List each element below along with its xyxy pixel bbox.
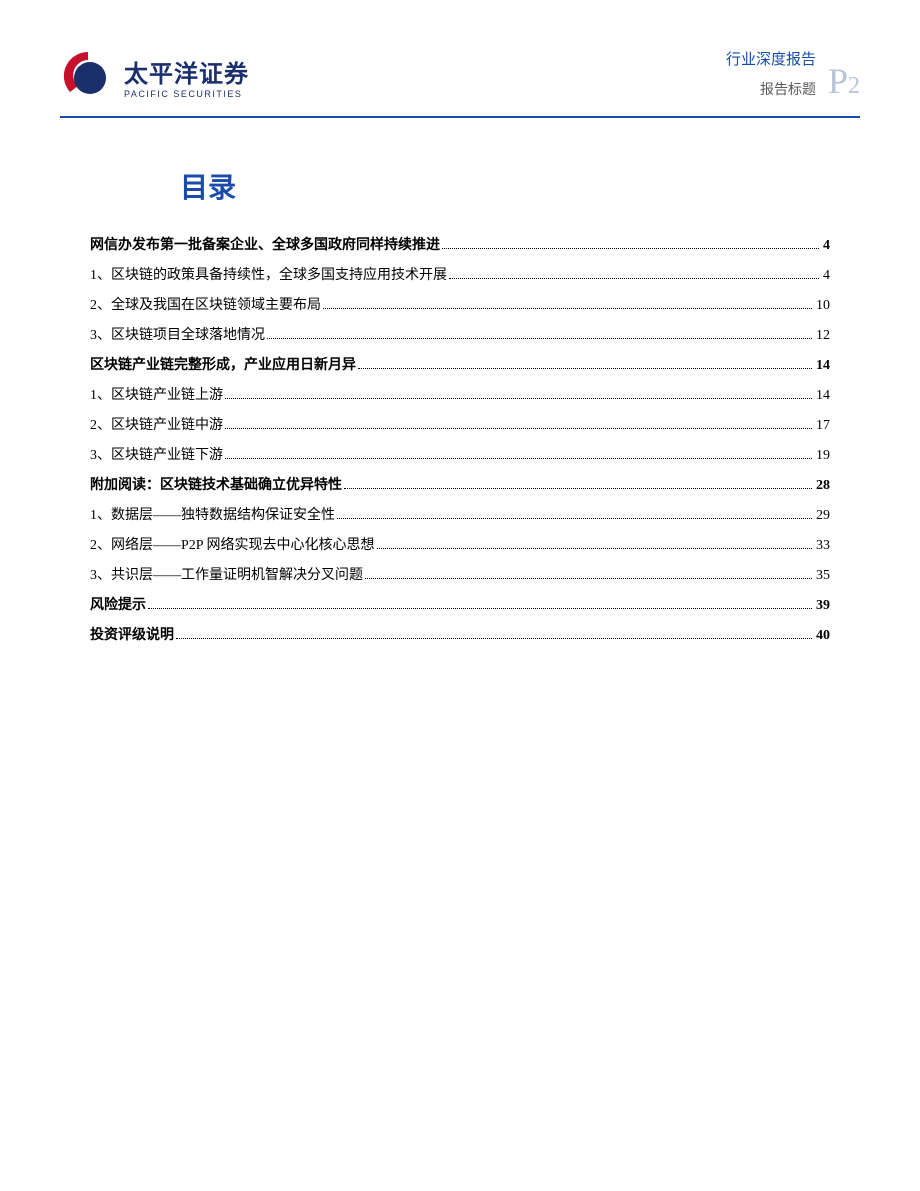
- toc-entry-label: 附加阅读：区块链技术基础确立优异特性: [90, 474, 342, 494]
- toc-entry: 1、区块链的政策具备持续性，全球多国支持应用技术开展 4: [90, 264, 830, 284]
- toc-entry: 网信办发布第一批备案企业、全球多国政府同样持续推进 4: [90, 234, 830, 254]
- toc-entry-page: 14: [816, 388, 830, 404]
- toc-entry: 1、数据层——独特数据结构保证安全性 29: [90, 504, 830, 524]
- report-type: 行业深度报告: [726, 48, 816, 69]
- page-indicator: P2: [828, 63, 860, 99]
- logo-en-text: PACIFIC SECURITIES: [124, 89, 249, 99]
- page-number: 2: [848, 73, 860, 99]
- toc-entry-page: 12: [816, 328, 830, 344]
- toc-entry-leader: [148, 608, 812, 609]
- toc-entry-label: 3、区块链项目全球落地情况: [90, 324, 265, 344]
- page-letter: P: [828, 61, 848, 101]
- toc-entry-page: 39: [816, 598, 830, 614]
- toc-entry: 2、区块链产业链中游 17: [90, 414, 830, 434]
- toc-entry-label: 2、网络层——P2P 网络实现去中心化核心思想: [90, 534, 375, 554]
- toc-entry-page: 40: [816, 628, 830, 644]
- logo-text: 太平洋证券 PACIFIC SECURITIES: [124, 54, 249, 99]
- toc-entry: 3、区块链项目全球落地情况 12: [90, 324, 830, 344]
- toc-entry-page: 29: [816, 508, 830, 524]
- toc-entry-page: 17: [816, 418, 830, 434]
- toc-entry: 风险提示 39: [90, 594, 830, 614]
- toc-entry-leader: [225, 458, 812, 459]
- toc-entry: 2、全球及我国在区块链领域主要布局 10: [90, 294, 830, 314]
- toc-entry: 3、共识层——工作量证明机智解决分叉问题 35: [90, 564, 830, 584]
- toc-entry-leader: [377, 548, 812, 549]
- toc-entry: 1、区块链产业链上游 14: [90, 384, 830, 404]
- toc-entry-label: 1、数据层——独特数据结构保证安全性: [90, 504, 335, 524]
- report-title-label: 报告标题: [760, 79, 816, 99]
- toc-entry-label: 风险提示: [90, 594, 146, 614]
- toc-entry-label: 1、区块链产业链上游: [90, 384, 223, 404]
- toc-entry-leader: [365, 578, 812, 579]
- toc-entry-page: 33: [816, 538, 830, 554]
- toc-entry-page: 4: [823, 238, 830, 254]
- toc-entry: 附加阅读：区块链技术基础确立优异特性 28: [90, 474, 830, 494]
- toc-entry-leader: [225, 428, 812, 429]
- toc-entry-leader: [358, 368, 812, 369]
- toc-entry-leader: [449, 278, 819, 279]
- toc-entry-label: 1、区块链的政策具备持续性，全球多国支持应用技术开展: [90, 264, 447, 284]
- toc-title: 目录: [180, 166, 830, 206]
- page-header: 太平洋证券 PACIFIC SECURITIES 行业深度报告 报告标题 P2: [0, 0, 920, 116]
- header-right-text: 行业深度报告 报告标题: [726, 48, 816, 99]
- toc-entry-label: 网信办发布第一批备案企业、全球多国政府同样持续推进: [90, 234, 440, 254]
- toc-entry-leader: [323, 308, 812, 309]
- toc-entry: 3、区块链产业链下游 19: [90, 444, 830, 464]
- toc-entry: 2、网络层——P2P 网络实现去中心化核心思想 33: [90, 534, 830, 554]
- toc-entry-label: 3、共识层——工作量证明机智解决分叉问题: [90, 564, 363, 584]
- toc-entry-leader: [337, 518, 812, 519]
- toc-entry-label: 3、区块链产业链下游: [90, 444, 223, 464]
- toc-entry-leader: [344, 488, 812, 489]
- toc-entry-label: 区块链产业链完整形成，产业应用日新月异: [90, 354, 356, 374]
- toc-entry-page: 14: [816, 358, 830, 374]
- toc-list: 网信办发布第一批备案企业、全球多国政府同样持续推进 41、区块链的政策具备持续性…: [90, 234, 830, 644]
- toc-entry: 投资评级说明 40: [90, 624, 830, 644]
- toc-entry-page: 28: [816, 478, 830, 494]
- toc-entry-page: 35: [816, 568, 830, 584]
- toc-entry: 区块链产业链完整形成，产业应用日新月异 14: [90, 354, 830, 374]
- logo-icon: [60, 48, 116, 104]
- toc-entry-leader: [225, 398, 812, 399]
- toc-entry-label: 投资评级说明: [90, 624, 174, 644]
- logo-block: 太平洋证券 PACIFIC SECURITIES: [60, 48, 249, 104]
- logo-cn-text: 太平洋证券: [124, 54, 249, 89]
- toc-entry-page: 19: [816, 448, 830, 464]
- toc-entry-leader: [267, 338, 812, 339]
- toc-entry-leader: [442, 248, 819, 249]
- toc-entry-page: 10: [816, 298, 830, 314]
- toc-entry-leader: [176, 638, 812, 639]
- toc-entry-label: 2、全球及我国在区块链领域主要布局: [90, 294, 321, 314]
- content-area: 目录 网信办发布第一批备案企业、全球多国政府同样持续推进 41、区块链的政策具备…: [0, 118, 920, 644]
- toc-entry-label: 2、区块链产业链中游: [90, 414, 223, 434]
- toc-entry-page: 4: [823, 268, 830, 284]
- header-right: 行业深度报告 报告标题 P2: [726, 48, 860, 99]
